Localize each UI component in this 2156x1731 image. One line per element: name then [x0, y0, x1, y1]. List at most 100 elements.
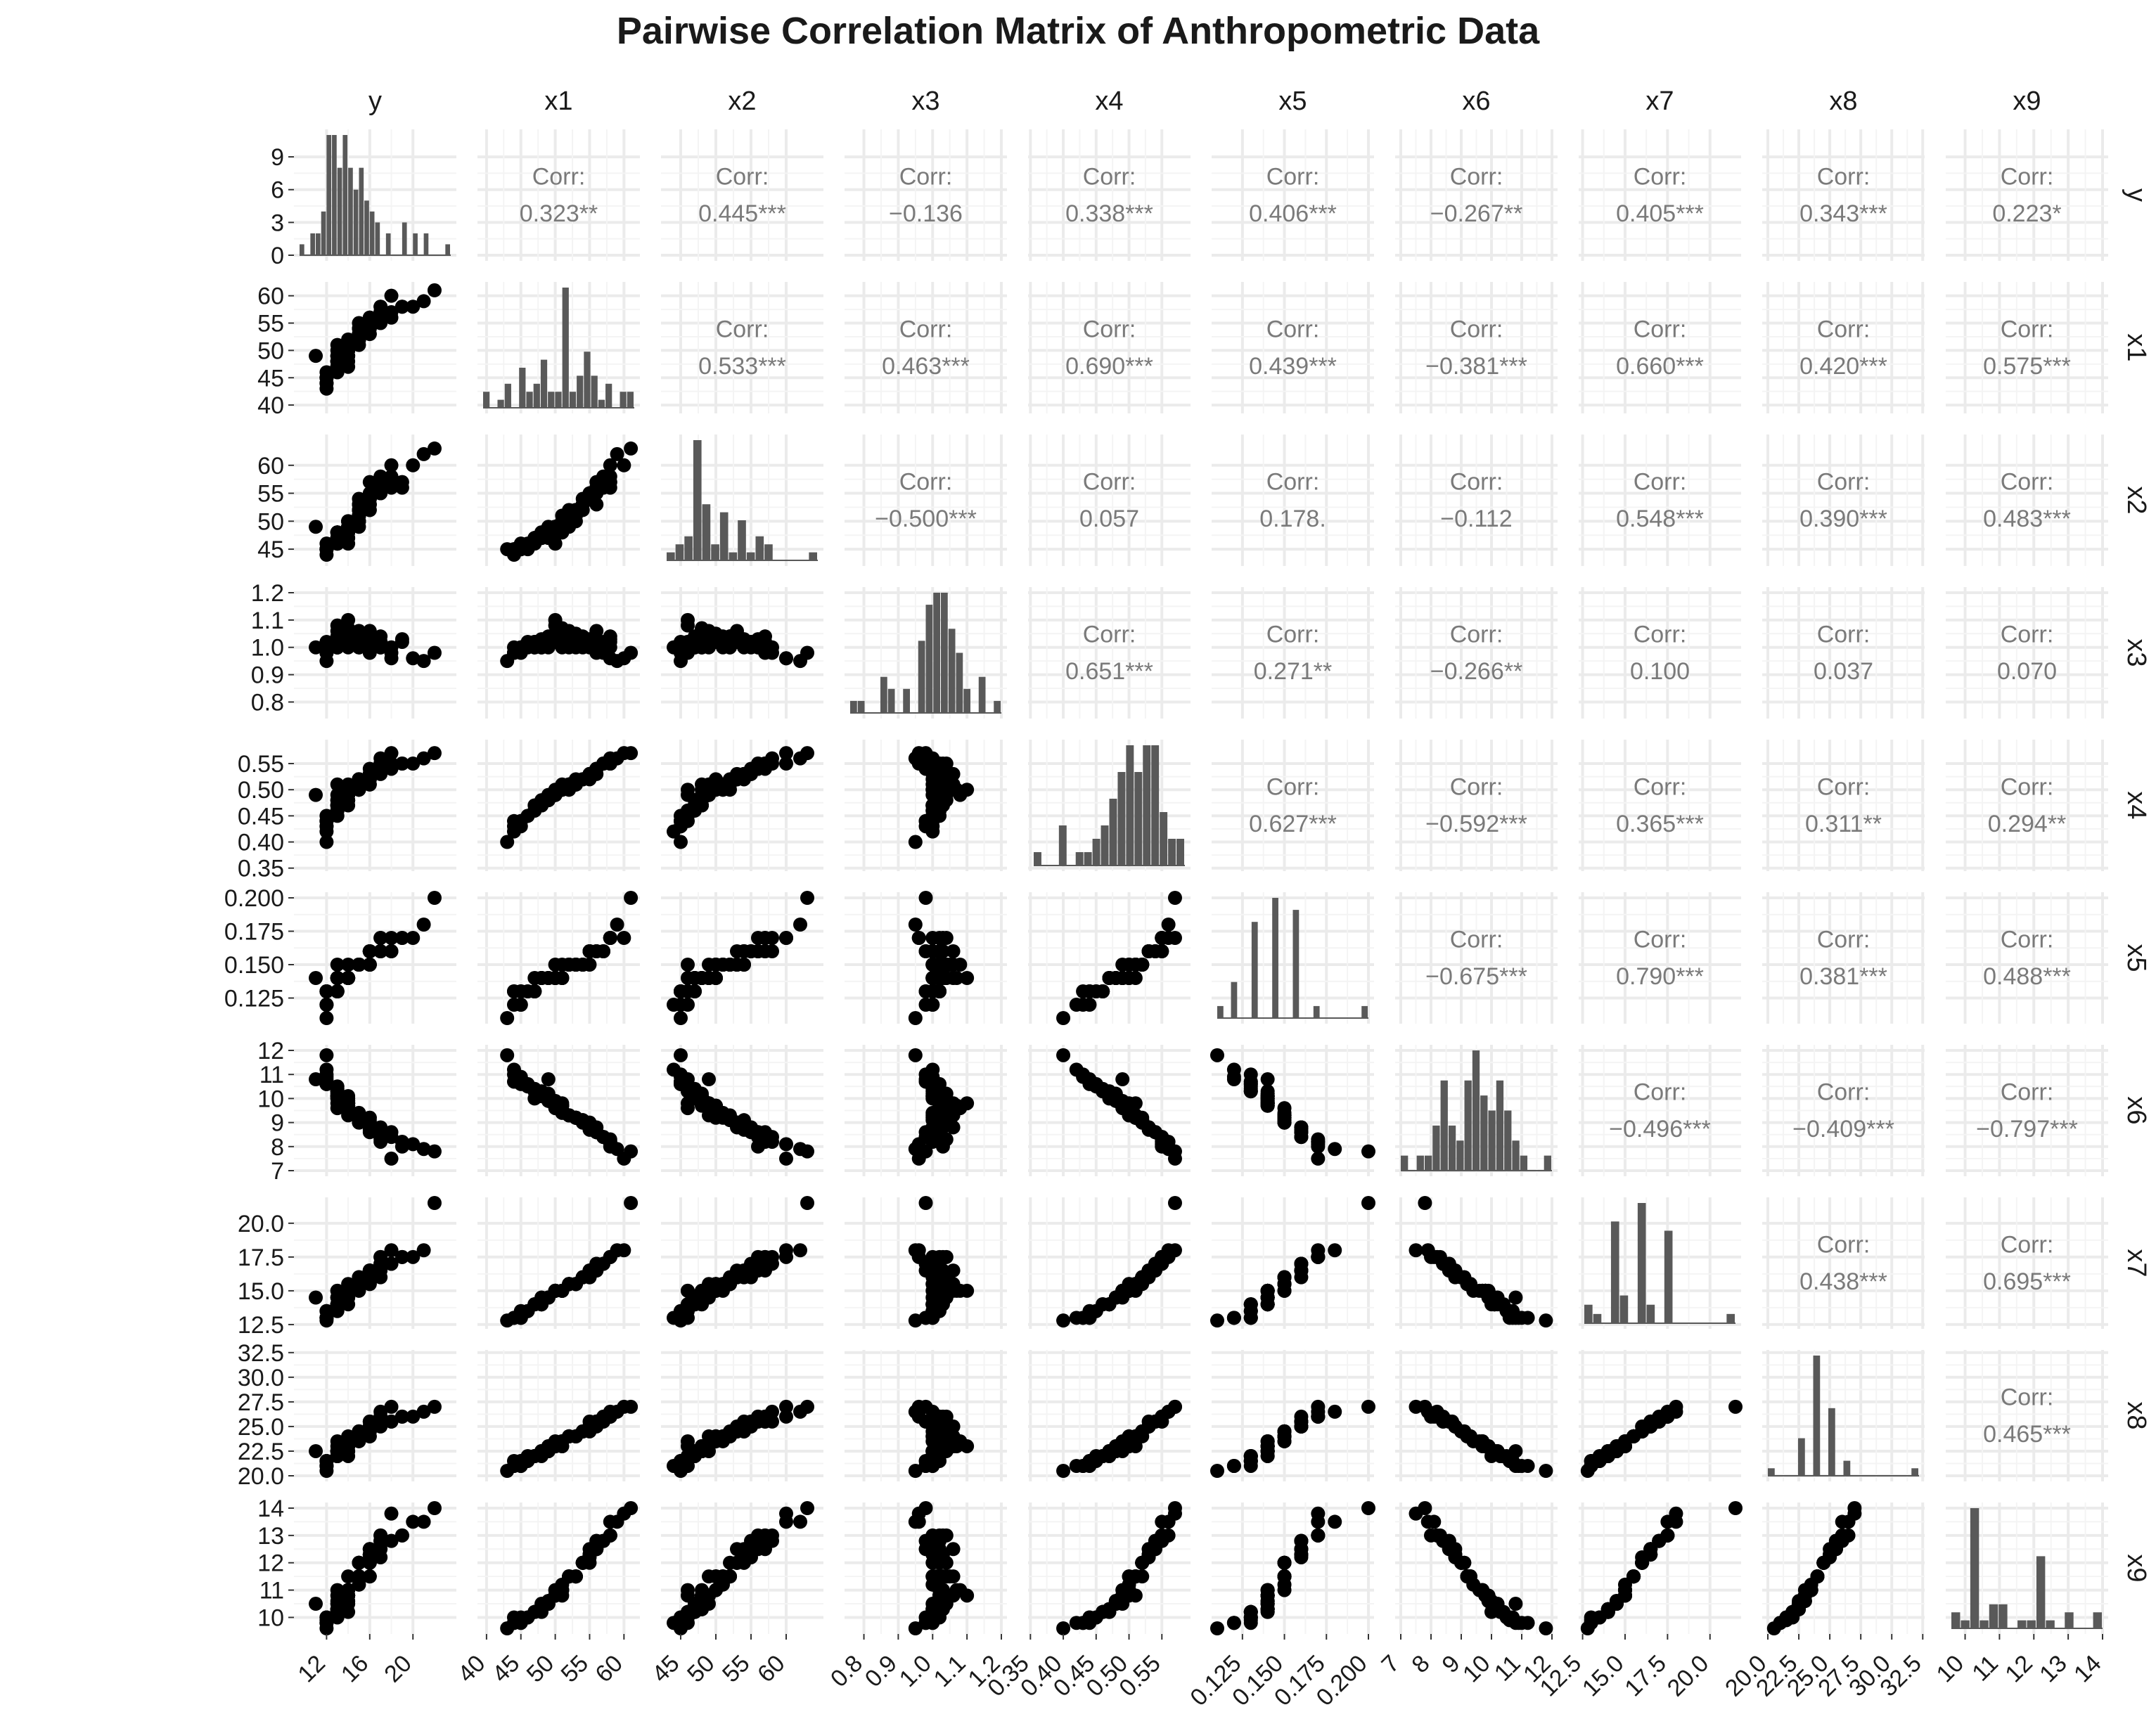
scatter-point [384, 1243, 399, 1258]
scatter-point [1294, 1120, 1309, 1135]
scatter-point [1155, 1414, 1169, 1429]
panel-x1-x3: Corr: 0.463*** [845, 282, 1007, 413]
scatter-point [352, 958, 366, 972]
scatter-point [681, 1283, 695, 1298]
scatter-point [925, 751, 940, 766]
corr-value: 0.100 [1630, 658, 1690, 685]
histogram-bar [675, 544, 684, 560]
panel-x6-x3 [845, 1045, 1007, 1176]
histogram-bar [526, 392, 533, 408]
scatter-point [568, 640, 583, 655]
scatter-point [935, 1443, 950, 1458]
scatter-point [362, 944, 377, 958]
panel-x2-x7: Corr: 0.548*** [1579, 435, 1741, 566]
scatter-point [624, 1196, 639, 1210]
scatter-point [603, 458, 617, 472]
scatter-point [427, 283, 442, 297]
histogram-bar [809, 552, 817, 560]
scatter-point [765, 1134, 779, 1149]
scatter-point [695, 1290, 709, 1305]
scatter-point [918, 984, 933, 998]
histogram-bar [1251, 922, 1258, 1018]
scatter-point [765, 751, 779, 766]
panel-x6-x7: Corr: −0.496*** [1579, 1045, 1741, 1176]
corr-value: 0.323** [520, 200, 598, 227]
scatter-point [330, 1443, 345, 1458]
scatter-point [800, 891, 814, 905]
scatter-point [1409, 1399, 1423, 1414]
histogram-bar [1593, 1313, 1602, 1323]
scatter-point [603, 640, 617, 655]
scatter-point [925, 1110, 940, 1125]
scatter-point [723, 958, 737, 972]
scatter-point [341, 971, 356, 985]
histogram-bar [483, 392, 490, 408]
panel-x7-x1 [477, 1196, 640, 1329]
histogram-bar [1168, 839, 1176, 866]
scatter-point [674, 1311, 688, 1325]
histogram-bar [364, 200, 369, 255]
corr-value: 0.660*** [1616, 353, 1704, 380]
panel-x3-x5: Corr: 0.271** [1212, 587, 1374, 719]
histogram-bar [1432, 1125, 1440, 1171]
histogram-bar [1151, 745, 1160, 866]
scatter-point [695, 793, 709, 808]
scatter-point [681, 1084, 695, 1099]
panel-x7-x3 [845, 1196, 1007, 1329]
scatter-point [527, 984, 542, 998]
scatter-point [330, 359, 345, 374]
scatter-point [681, 634, 695, 649]
corr-label: Corr: [1817, 774, 1871, 801]
histogram-bar [497, 399, 504, 408]
scatter-point [1539, 1463, 1553, 1478]
scatter-point [330, 525, 345, 540]
scatter-point [416, 918, 431, 932]
corr-label: Corr: [1450, 927, 1503, 953]
scatter-point [309, 787, 323, 802]
corr-label: Corr: [1450, 622, 1503, 648]
histogram-bar [519, 368, 526, 408]
panel-y-x4: Corr: 0.338*** [1028, 129, 1191, 261]
scatter-point [373, 1249, 388, 1264]
scatter-point [427, 891, 442, 905]
scatter-point [541, 1072, 556, 1087]
histogram-bar [755, 536, 764, 560]
scatter-point [1210, 1048, 1224, 1062]
corr-value: 0.627*** [1249, 811, 1337, 837]
histogram-bar [555, 392, 562, 408]
scatter-point [362, 1120, 377, 1135]
scatter-point [1108, 971, 1123, 985]
scatter-point [1243, 1297, 1258, 1312]
scatter-point [394, 757, 409, 771]
scatter-point [427, 1399, 442, 1414]
histogram-bar [693, 440, 702, 560]
scatter-point [1260, 1443, 1275, 1458]
scatter-point [793, 1142, 807, 1157]
scatter-point [737, 1120, 751, 1135]
corr-value: 0.311** [1805, 811, 1882, 837]
scatter-point [960, 783, 975, 797]
scatter-point [373, 640, 388, 655]
corr-value: 0.178. [1259, 506, 1326, 532]
panel-x1-x2: Corr: 0.533*** [661, 282, 823, 413]
scatter-point [384, 1256, 399, 1271]
panel-y-x5: Corr: 0.406*** [1212, 129, 1374, 261]
corr-label: Corr: [2001, 164, 2054, 191]
panel-x2-x9: Corr: 0.483*** [1946, 435, 2108, 566]
scatter-point [416, 1404, 431, 1419]
panel-x8-x7 [1579, 1350, 1743, 1481]
histogram-bar [1440, 1080, 1448, 1171]
scatter-point [1260, 1072, 1275, 1087]
histogram-bar [1488, 1110, 1496, 1171]
scatter-point [406, 651, 421, 666]
scatter-point [384, 746, 399, 761]
panel-x8-x5 [1210, 1350, 1375, 1481]
scatter-point [319, 542, 334, 557]
scatter-point [513, 998, 528, 1012]
histogram-bar [880, 676, 887, 713]
scatter-point [1161, 918, 1176, 932]
scatter-point [610, 446, 624, 461]
scatter-point [330, 536, 345, 551]
scatter-point [603, 1404, 617, 1419]
panel-x8-x4 [1028, 1350, 1191, 1481]
